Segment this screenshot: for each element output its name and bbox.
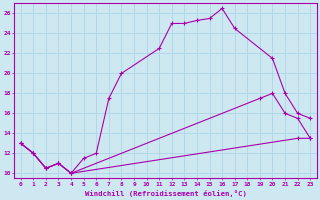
X-axis label: Windchill (Refroidissement éolien,°C): Windchill (Refroidissement éolien,°C): [84, 190, 246, 197]
